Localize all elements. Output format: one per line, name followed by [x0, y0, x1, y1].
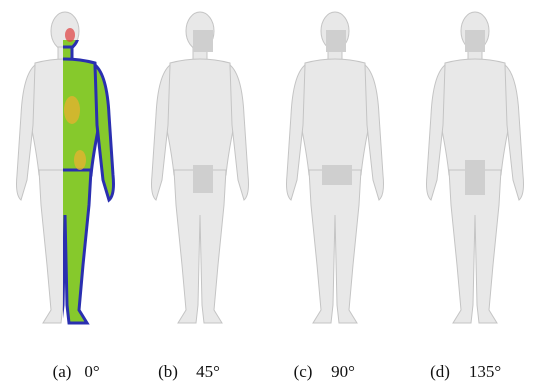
- caption-angle: 45°: [196, 362, 220, 381]
- caption-angle: 135°: [469, 362, 501, 381]
- caption: (c): [294, 362, 313, 381]
- caption: (a): [53, 362, 72, 381]
- caption: (d): [430, 362, 450, 381]
- caption-angle: 90°: [331, 362, 355, 381]
- page: {"captions": [ {"label": "(a)", "angle":…: [0, 0, 535, 387]
- caption-angle: 0°: [84, 362, 99, 381]
- caption: (b): [158, 362, 178, 381]
- tissue-section: [17, 12, 114, 323]
- figure: (a) 0° (b) 45° (c) 90° (d) 135°: [0, 0, 535, 387]
